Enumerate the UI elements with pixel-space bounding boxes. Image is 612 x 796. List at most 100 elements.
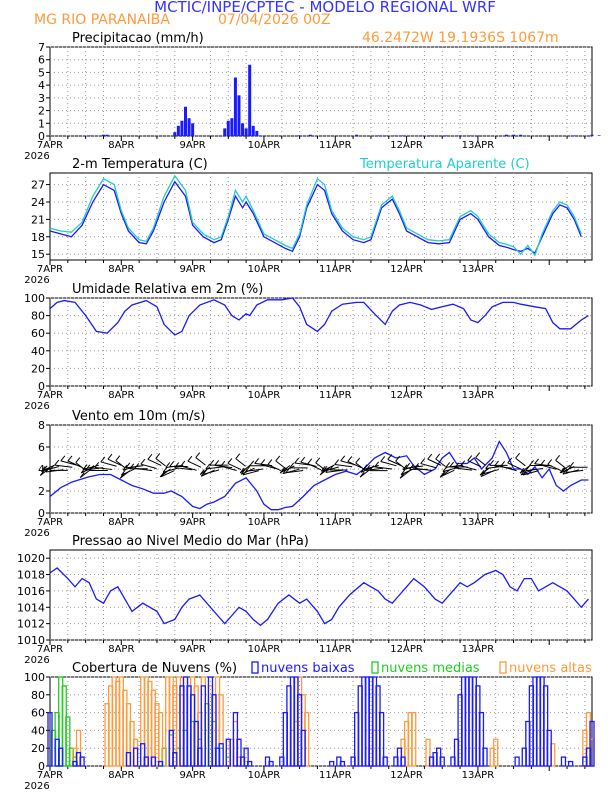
y-tick-label: 0 [38,760,45,773]
wind-barb [162,467,179,473]
wind-barb [500,465,517,472]
wind-barb [540,464,557,470]
wind-barb-flag [45,466,51,473]
wind-barb-flag [285,467,291,474]
bar-blue [211,694,217,767]
wind-barb [362,464,379,471]
wind-barb-flag [507,457,513,464]
bar-blue [140,743,146,767]
wind-barb-flag [485,463,491,469]
wind-barb [445,464,464,468]
bar-blue [143,756,149,767]
wind-barb-flag [300,456,306,463]
wind-barb-flag [414,463,420,469]
bar-blue [225,738,231,767]
wind-barb [147,458,162,466]
bar-blue [339,760,346,767]
wind-barb [315,462,326,471]
wind-barb [115,460,126,469]
y-tick-label: 40 [31,345,45,358]
bar-blue [218,743,224,767]
wind-barb [94,466,113,471]
bar-blue [176,125,180,136]
wind-barb [420,463,437,469]
wind-barb [195,457,206,466]
wind-barb-flag [275,455,281,462]
y-tick-label: 60 [31,327,45,340]
wind-barb-flag [159,471,165,478]
wind-barb-flag [482,468,488,475]
wind-barb [202,469,219,475]
wind-barb [235,458,246,467]
bar-blue [476,135,480,136]
bar-blue [572,135,576,136]
x-tick-label: 7APR [37,770,63,781]
bar-blue [125,752,132,767]
y-tick-label: 1020 [17,552,45,565]
wind-barb-flag [195,452,201,458]
wind-barb-flag [89,465,95,471]
wind-barb [522,470,539,476]
bar-blue [236,738,242,767]
bar-blue [223,128,227,136]
y-tick-label: 7 [38,41,45,54]
y-tick-label: 0 [38,380,45,393]
wind-barb-flag [214,460,220,466]
panel-title: Vento em 10m (m/s) [72,409,205,424]
bar-blue [394,135,398,136]
wind-barb-flag [187,455,193,462]
bar-blue [251,125,255,136]
bar-blue [439,756,445,767]
y-tick-label: 100 [24,292,45,305]
x-tick-label: 9APR [180,264,206,275]
panel-title: Precipitacao (mm/h) [72,31,204,46]
x-tick-label: 13APR [462,140,495,151]
wind-barb-flag [54,459,60,466]
wind-barb [125,465,144,469]
wind-barb [507,462,522,470]
y-tick-label: 2 [38,105,45,118]
wind-barb-flag [475,452,481,458]
y-tick-label: 24 [31,196,45,209]
bar-blue [101,134,105,136]
wind-barb-flag [334,459,340,465]
wind-barb-flag [249,460,255,467]
wind-barb-flag [329,464,335,471]
wind-barb-flag [294,457,300,464]
wind-barb-flag [322,466,328,472]
wind-barb-flag [169,461,175,467]
wind-barb [260,463,277,470]
x-tick-label: 10APR [248,517,281,528]
wind-barb [280,465,295,473]
wind-barb [242,470,259,476]
wind-barb-flag [67,455,73,462]
bar-blue [298,135,302,136]
bar-blue [419,135,423,136]
header-location: MG RIO PARANAIBA [34,12,170,28]
wind-barb-flag [280,466,286,473]
wind-barb [365,467,384,471]
wind-barb [454,467,473,471]
wind-barb-flag [402,464,408,471]
bar-blue [504,134,508,136]
bar-green [65,716,71,767]
wind-barb-flag [100,456,106,463]
wind-barb-flag [562,468,568,475]
x-tick-label: 11APR [319,770,352,781]
wind-barb-flag [235,453,241,459]
x-tick-label: 11APR [319,264,352,275]
wind-barb-flag [220,460,226,467]
bar-blue [383,135,387,136]
bar-blue [193,720,199,767]
bar-blue [243,747,249,767]
wind-barb-flag [454,462,459,469]
wind-barb-flag [380,456,386,462]
wind-barb [227,462,242,471]
wind-barb [161,470,175,478]
wind-barb-flag [60,455,66,462]
wind-barb-flag [395,455,401,462]
wind-barb-flag [355,457,361,464]
wind-barb [440,469,455,477]
wind-barb-flag [449,461,454,468]
plot-frame [49,297,593,387]
